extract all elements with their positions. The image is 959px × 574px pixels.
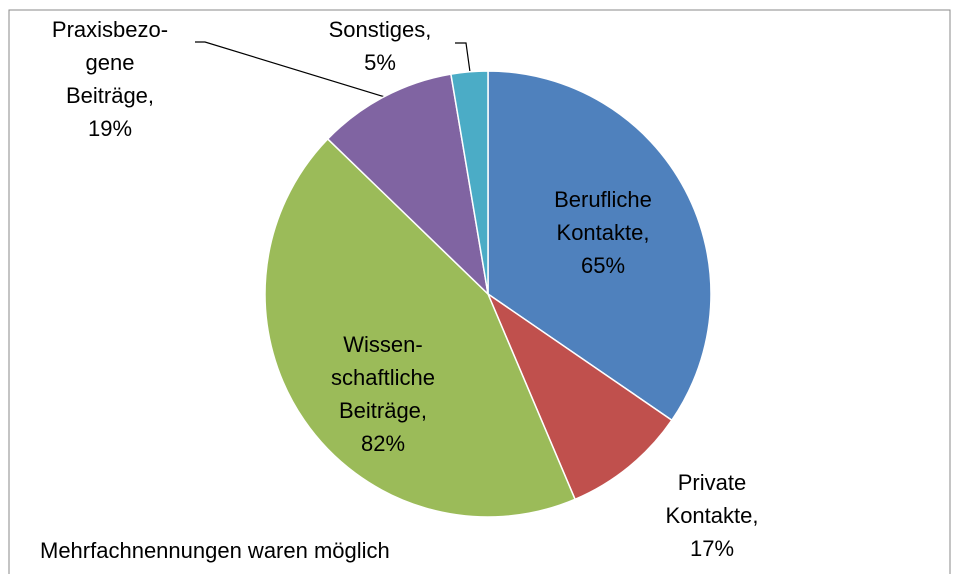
label-line: Beiträge, (66, 83, 154, 108)
value-label: 17% (690, 536, 734, 561)
leader-line (195, 41, 386, 98)
slice-label: Private Kontakte, 17% (666, 470, 759, 561)
label-line: Sonstiges, (329, 17, 432, 42)
label-line: Kontakte, (557, 220, 650, 245)
label-line: schaftliche (331, 365, 435, 390)
pie-slice (487, 70, 712, 422)
note: Mehrfachnennungen waren möglich (40, 538, 390, 563)
slice-label: Wissen-schaftliche Beiträge, 82% (331, 332, 435, 456)
label-line: Beiträge, (339, 398, 427, 423)
label-line: Wissen- (343, 332, 422, 357)
value-label: 5% (364, 50, 396, 75)
pie-slice (264, 137, 577, 518)
slice-label: Berufliche Kontakte, 65% (554, 187, 652, 278)
slice-label: Sonstiges, 5% (329, 17, 432, 75)
pie-slice (450, 70, 489, 295)
leader-line (455, 42, 471, 73)
label-line: Private (678, 470, 746, 495)
pie-slice (326, 73, 490, 297)
label-line: Kontakte, (666, 503, 759, 528)
label-line: gene (86, 50, 135, 75)
value-label: 19% (88, 116, 132, 141)
label-line: Berufliche (554, 187, 652, 212)
label-line: Praxisbezo- (52, 17, 168, 42)
value-label: 65% (581, 253, 625, 278)
value-label: 82% (361, 431, 405, 456)
slice-label: Praxisbezo-gene Beiträge, 19% (52, 17, 168, 141)
pie-slice (486, 291, 673, 501)
